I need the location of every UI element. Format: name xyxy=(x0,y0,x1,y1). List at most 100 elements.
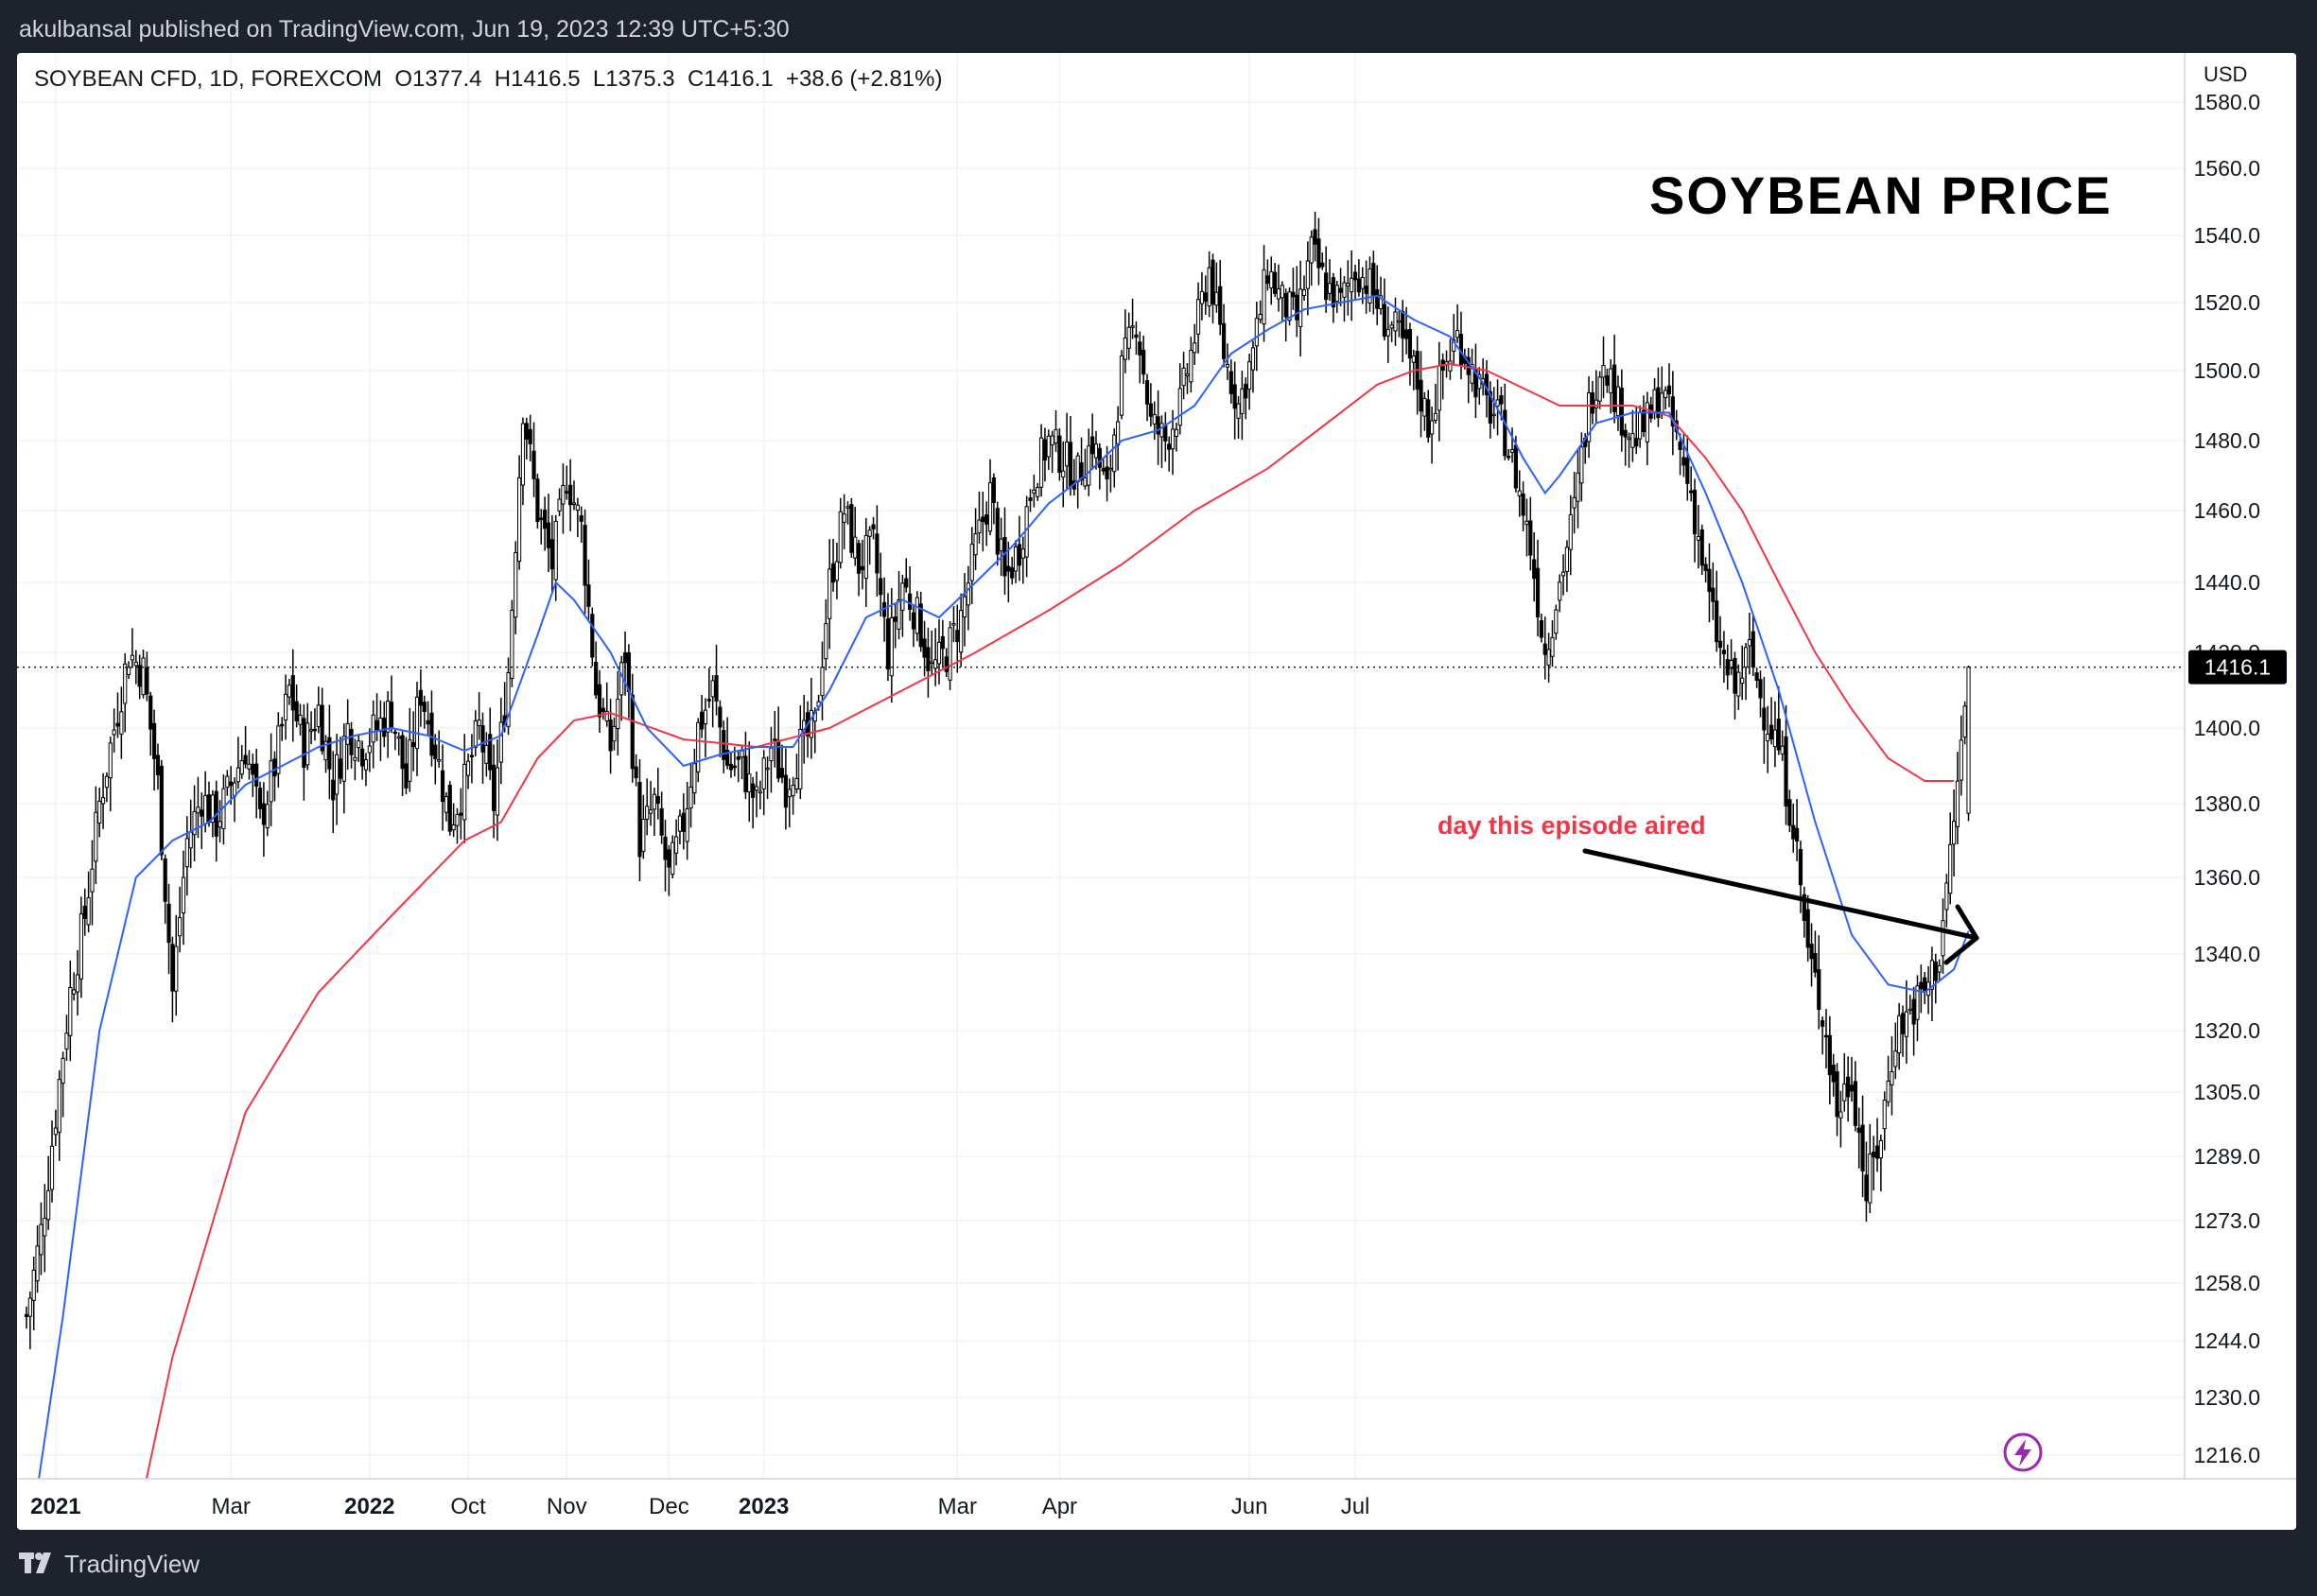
candle-body-down xyxy=(622,651,628,664)
candle-body-up xyxy=(133,661,138,667)
candle-body-up xyxy=(1422,397,1427,417)
candle-body-down xyxy=(1791,824,1796,840)
candle xyxy=(1065,412,1070,490)
candle-body-down xyxy=(700,711,705,730)
tradingview-brand: TradingView xyxy=(64,1549,200,1578)
candle xyxy=(528,414,532,461)
candle xyxy=(1715,570,1719,652)
candle xyxy=(469,734,475,784)
candle xyxy=(553,514,558,601)
candle xyxy=(1868,1123,1873,1214)
candle xyxy=(1568,494,1573,576)
candle xyxy=(637,758,642,881)
candle xyxy=(1572,472,1577,534)
candle xyxy=(1448,338,1453,380)
candle-body-up xyxy=(1660,392,1664,415)
candle xyxy=(1597,371,1602,409)
candle-body-down xyxy=(254,763,259,787)
candle xyxy=(696,718,701,783)
candle xyxy=(1795,799,1800,861)
candle xyxy=(251,754,255,797)
candle-body-up xyxy=(1385,328,1390,337)
candle xyxy=(235,737,240,789)
candle xyxy=(115,692,120,738)
candle xyxy=(1560,554,1566,596)
candle xyxy=(634,754,638,787)
candle-body-up xyxy=(495,767,500,816)
candle xyxy=(148,691,153,756)
candle-body-up xyxy=(126,667,131,675)
candle xyxy=(64,1015,69,1061)
candle-body-up xyxy=(959,610,964,653)
candle xyxy=(1813,930,1818,978)
candle xyxy=(915,591,919,642)
candle-body-up xyxy=(1491,413,1496,417)
candle xyxy=(655,768,660,820)
candle xyxy=(1477,367,1482,406)
candle-body-up xyxy=(1433,412,1438,421)
candle-body-down xyxy=(389,702,394,728)
candle xyxy=(773,710,777,768)
candle xyxy=(320,687,324,755)
candle-body-up xyxy=(575,504,580,512)
candle xyxy=(751,776,756,829)
candle-body-down xyxy=(1717,640,1723,649)
candle-body-down xyxy=(1382,304,1387,338)
candle-body-down xyxy=(1028,497,1033,502)
candle xyxy=(331,751,336,834)
candle-body-down xyxy=(904,578,909,588)
candle-body-down xyxy=(875,533,880,574)
tradingview-logo[interactable]: TradingView xyxy=(19,1545,200,1583)
candle xyxy=(590,607,595,667)
candle-body-down xyxy=(728,763,734,771)
candle xyxy=(1539,614,1544,643)
candle-body-down xyxy=(1623,429,1628,438)
currency-label[interactable]: USD xyxy=(2204,62,2248,86)
candle-body-down xyxy=(1681,457,1686,466)
candle xyxy=(495,739,500,841)
candle-body-up xyxy=(966,582,970,606)
candle xyxy=(1152,401,1157,441)
candle-body-up xyxy=(1093,443,1099,459)
price-chart[interactable]: 1216.0 1230.0 1244.0 1258.0 1273.0 1289.0 1305… xyxy=(17,53,2296,1530)
candle xyxy=(1189,337,1193,393)
chart-area[interactable]: 1216.0 1230.0 1244.0 1258.0 1273.0 1289.0 1305… xyxy=(17,53,2296,1530)
candle xyxy=(1350,250,1354,321)
candle xyxy=(437,730,442,768)
candle xyxy=(294,685,299,728)
candle xyxy=(1087,428,1091,496)
candle-body-up xyxy=(1397,320,1402,323)
candle-body-up xyxy=(765,767,770,771)
candle-body-up xyxy=(451,824,456,831)
candle xyxy=(1878,1134,1883,1192)
candle xyxy=(214,780,218,862)
candle-body-up xyxy=(1747,639,1752,647)
candle-body-up xyxy=(1638,411,1643,440)
candle xyxy=(700,695,705,738)
candle xyxy=(510,599,514,687)
candle xyxy=(1605,368,1610,393)
candle xyxy=(1368,256,1372,312)
candle-body-up xyxy=(308,729,314,732)
candle-body-down xyxy=(1356,278,1362,293)
candle-body-up xyxy=(49,1145,55,1190)
candle-body-down xyxy=(411,741,416,748)
candle-body-down xyxy=(860,565,865,571)
candle-body-up xyxy=(1189,350,1193,383)
candle-body-down xyxy=(1101,468,1106,472)
candle-body-up xyxy=(1116,421,1121,446)
price-tick-label: 1480.0 xyxy=(2194,428,2260,453)
lightning-icon[interactable] xyxy=(2003,1432,2043,1472)
candle-body-up xyxy=(1269,271,1274,288)
candle xyxy=(400,731,405,796)
candle xyxy=(1313,211,1317,262)
candle xyxy=(714,644,719,716)
candle xyxy=(1346,260,1350,316)
candle xyxy=(1576,449,1580,529)
candle xyxy=(1437,341,1441,442)
candle xyxy=(579,506,584,543)
candle xyxy=(860,539,865,590)
candle-body-down xyxy=(375,720,379,731)
candle-body-down xyxy=(1499,395,1504,405)
candle-body-down xyxy=(1042,439,1048,461)
